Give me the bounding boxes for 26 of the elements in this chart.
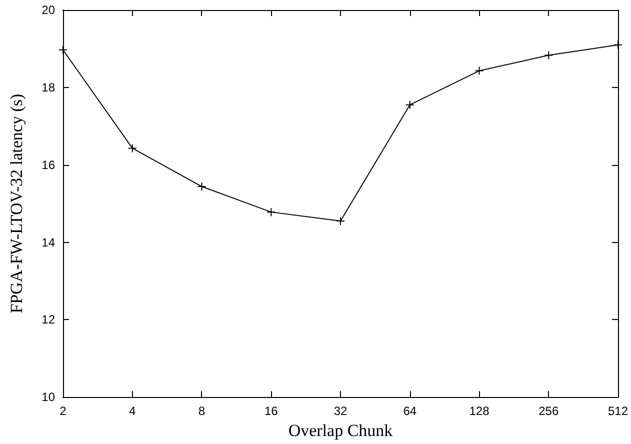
x-tick-label: 32: [334, 404, 348, 418]
x-tick-label: 2: [60, 404, 67, 418]
y-tick-label: 18: [42, 80, 56, 94]
point: [544, 50, 554, 60]
x-tick-label: 16: [264, 404, 278, 418]
y-tick-label: 20: [42, 3, 56, 17]
x-tick-label: 128: [469, 404, 490, 418]
y-axis-title: FPGA-FW-LTOV-32 latency (s): [7, 94, 26, 314]
x-tick-label: 8: [198, 404, 206, 418]
x-axis-title: Overlap Chunk: [288, 421, 394, 440]
point: [128, 144, 137, 153]
x-tick-label: 64: [403, 404, 417, 418]
x-tick-label: 256: [538, 404, 559, 418]
x-tick-label: 512: [608, 404, 628, 418]
y-tick-label: 12: [42, 312, 56, 327]
point: [58, 45, 68, 54]
y-tick-label: 14: [42, 235, 56, 250]
y-tick-label: 10: [42, 390, 56, 404]
point: [197, 182, 206, 192]
point: [336, 216, 345, 226]
point: [266, 208, 276, 217]
x-tick-label: 4: [129, 404, 136, 418]
point: [474, 66, 484, 76]
y-tick-label: 16: [42, 158, 56, 172]
point: [405, 100, 414, 110]
point: [613, 40, 622, 50]
